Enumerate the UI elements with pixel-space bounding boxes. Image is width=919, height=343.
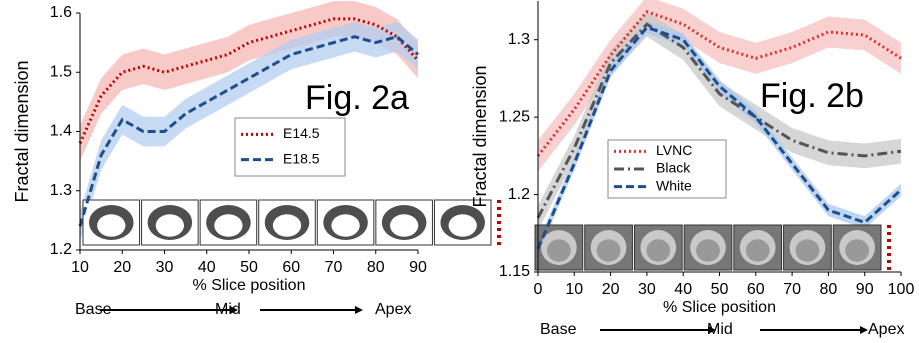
slice-core [746,239,770,262]
x-tick-label: 70 [783,281,801,298]
x-tick-label: 10 [565,281,583,298]
x-axis-label: % Slice position [663,299,776,316]
position-note: Mid [707,321,733,338]
figure-label: Fig. 2a [305,79,409,117]
y-tick-label: 1.6 [50,4,72,21]
slice-core [156,214,184,237]
x-tick-label: 30 [156,259,174,276]
legend-label: LVNC [656,142,692,158]
x-tick-label: 40 [198,259,216,276]
legend-label: E14.5 [283,125,320,141]
y-tick-label: 1.4 [50,123,72,140]
slice-core [845,239,869,262]
position-note: Apex [868,321,904,338]
x-tick-label: 20 [113,259,131,276]
x-tick-label: 80 [367,259,385,276]
x-tick-label: 90 [409,259,427,276]
x-tick-label: 30 [638,281,656,298]
y-tick-label: 1.3 [50,182,72,199]
x-tick-label: 10 [71,259,89,276]
y-tick-label: 1.5 [50,63,72,80]
slice-core [696,239,720,262]
y-axis-label: Fractal dimension [12,60,32,202]
x-tick-label: 50 [240,259,258,276]
x-tick-label: 60 [282,259,300,276]
x-tick-label: 100 [888,281,915,298]
y-tick-label: 1.15 [499,263,530,280]
chart: 1.15 1.2 1.25 1.3 0 10 20 30 40 50 60 70 80 90 100 % Sl… [470,0,915,338]
slice-core [547,239,571,262]
slice-core [597,239,621,262]
y-tick-label: 1.25 [499,108,530,125]
slice-core [449,214,477,237]
x-tick-label: 90 [856,281,874,298]
x-tick-label: 50 [711,281,729,298]
x-tick-label: 80 [820,281,838,298]
slice-core [273,214,301,237]
slice-core [97,214,125,237]
legend-label: Black [656,160,691,176]
slice-core [331,214,359,237]
figure-label: Fig. 2b [760,77,864,115]
note-arrowhead [355,306,363,314]
x-tick-label: 70 [325,259,343,276]
x-tick-label: 40 [674,281,692,298]
slice-core [390,214,418,237]
note-arrowhead [860,326,868,334]
slice-core [214,214,242,237]
legend-label: E18.5 [283,150,320,166]
position-note: Mid [215,301,241,318]
y-tick-label: 1.2 [50,241,72,258]
legend-label: White [656,177,692,193]
x-tick-label: 0 [534,281,543,298]
y-tick-label: 1.3 [508,31,530,48]
x-axis-label: % Slice position [193,277,306,294]
y-axis-label: Fractal dimension [470,65,490,207]
position-note: Apex [375,301,411,318]
position-note: Base [540,321,577,338]
slice-core [796,239,820,262]
x-tick-label: 20 [602,281,620,298]
chart: 1.2 1.3 1.4 1.5 1.6 10 20 30 40 50 60 70 80 90 % Slice… [12,1,499,318]
figure: 1.2 1.3 1.4 1.5 1.6 10 20 30 40 50 60 70 80 90 % Slice… [0,0,919,343]
y-tick-label: 1.2 [508,186,530,203]
slice-core [646,239,670,262]
x-tick-label: 60 [747,281,765,298]
